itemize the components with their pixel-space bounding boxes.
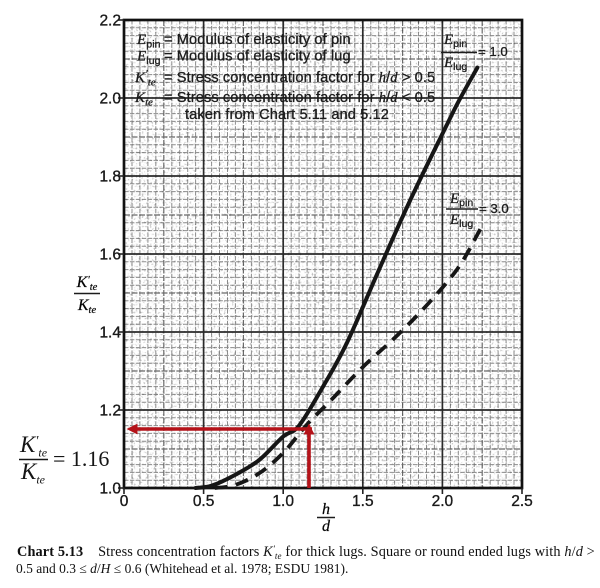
svg-text:Kte: Kte <box>77 297 97 316</box>
svg-text:h: h <box>322 501 330 518</box>
svg-text:1.0: 1.0 <box>99 481 121 498</box>
svg-text:0.5 and 0.3 ≤ d/H ≤ 0.6 (White: 0.5 and 0.3 ≤ d/H ≤ 0.6 (Whitehead et al… <box>16 561 348 576</box>
svg-text:2.0: 2.0 <box>99 91 121 108</box>
svg-text:2.5: 2.5 <box>511 493 533 510</box>
svg-text:0: 0 <box>120 493 129 510</box>
svg-text:= Stress concentration factor: = Stress concentration factor for h/d < … <box>164 90 435 106</box>
svg-text:1.2: 1.2 <box>99 403 121 420</box>
svg-text:Elug: Elug <box>443 55 467 73</box>
svg-text:1.0: 1.0 <box>272 493 294 510</box>
svg-text:Elug: Elug <box>136 49 161 68</box>
svg-text:1.4: 1.4 <box>99 325 121 342</box>
svg-text:Epin: Epin <box>449 191 473 209</box>
svg-text:= Modulus of elasticity of pin: = Modulus of elasticity of pin <box>164 32 351 48</box>
svg-text:0.5: 0.5 <box>193 493 215 510</box>
svg-text:K′te: K′te <box>76 274 98 293</box>
svg-text:taken from Chart 5.11 and 5.12: taken from Chart 5.11 and 5.12 <box>185 107 389 123</box>
svg-text:Kte: Kte <box>134 90 153 109</box>
svg-text:2.2: 2.2 <box>99 13 121 30</box>
svg-text:K′te: K′te <box>134 67 156 89</box>
svg-text:Elug: Elug <box>449 212 473 230</box>
svg-text:1.5: 1.5 <box>352 493 374 510</box>
svg-text:= 1.0: = 1.0 <box>478 44 508 59</box>
svg-text:1.6: 1.6 <box>99 247 121 264</box>
svg-text:= 1.16: = 1.16 <box>53 446 109 471</box>
svg-text:Epin: Epin <box>443 32 467 50</box>
svg-text:K′te: K′te <box>19 432 48 460</box>
svg-text:= Modulus of elasticity of lug: = Modulus of elasticity of lug <box>164 49 351 65</box>
svg-text:Kte: Kte <box>20 459 46 487</box>
svg-text:1.8: 1.8 <box>99 169 121 186</box>
svg-text:2.0: 2.0 <box>432 493 454 510</box>
svg-text:Chart 5.13 Stress concentra: Chart 5.13 Stress concentration factors … <box>17 544 595 561</box>
svg-text:= 3.0: = 3.0 <box>479 201 509 216</box>
svg-text:Epin: Epin <box>136 32 161 51</box>
svg-text:= Stress concentration factor: = Stress concentration factor for h/d > … <box>164 70 435 86</box>
svg-text:d: d <box>322 518 331 535</box>
